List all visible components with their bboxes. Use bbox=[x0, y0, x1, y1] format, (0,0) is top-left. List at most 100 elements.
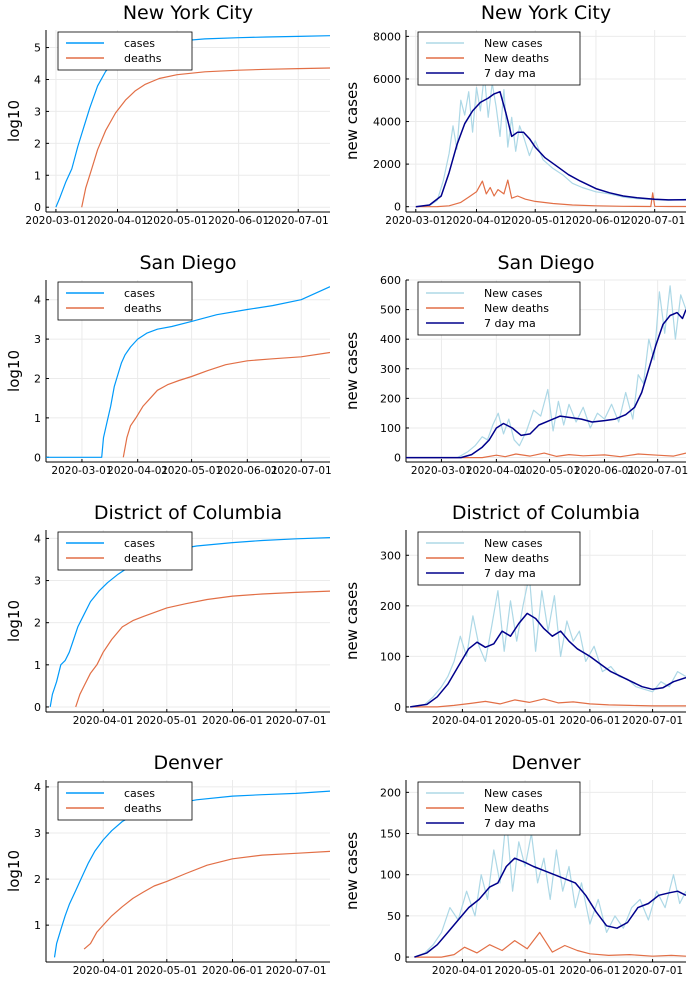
x-tick-label: 2020-07-01 bbox=[266, 715, 327, 727]
legend-entry: cases bbox=[124, 537, 155, 550]
x-tick-label: 2020-03-01 bbox=[51, 465, 112, 477]
series-line-7-day-ma bbox=[406, 309, 686, 459]
y-tick-label: 100 bbox=[380, 422, 401, 435]
y-tick-label: 150 bbox=[380, 828, 401, 841]
series-line-new-cases bbox=[414, 816, 686, 958]
y-tick-label: 300 bbox=[380, 363, 401, 376]
y-tick-label: 0 bbox=[394, 951, 401, 964]
y-tick-label: 2000 bbox=[373, 158, 401, 171]
y-axis-label: new cases bbox=[343, 582, 361, 660]
x-tick-label: 2020-05-01 bbox=[161, 465, 222, 477]
y-tick-label: 4000 bbox=[373, 116, 401, 129]
chart-title: New York City bbox=[481, 2, 611, 24]
y-tick-label: 4 bbox=[34, 532, 41, 545]
x-tick-label: 2020-06-01 bbox=[574, 465, 635, 477]
chart-title: District of Columbia bbox=[452, 502, 640, 524]
y-tick-label: 0 bbox=[394, 701, 401, 714]
legend-entry: deaths bbox=[124, 802, 162, 815]
y-tick-label: 1 bbox=[34, 412, 41, 425]
x-tick-label: 2020-05-01 bbox=[136, 965, 197, 977]
x-tick-label: 2020-04-01 bbox=[432, 965, 493, 977]
y-tick-label: 100 bbox=[380, 650, 401, 663]
x-tick-label: 2020-04-01 bbox=[466, 465, 527, 477]
series-line-7-day-ma bbox=[414, 857, 686, 958]
x-tick-label: 2020-06-01 bbox=[565, 215, 626, 227]
subplot-4: 2020-03-012020-04-012020-05-012020-06-01… bbox=[343, 252, 688, 477]
y-axis-label: log10 bbox=[5, 350, 23, 392]
legend-box bbox=[57, 781, 193, 821]
y-tick-label: 2 bbox=[34, 873, 41, 886]
y-tick-label: 3 bbox=[34, 827, 41, 840]
x-tick-label: 2020-05-01 bbox=[495, 715, 556, 727]
subplot-8: 2020-04-01 2020-05-01 2020-06-01 2020-07-01… bbox=[343, 752, 686, 977]
y-tick-label: 0 bbox=[394, 452, 401, 465]
y-axis-label: log10 bbox=[5, 850, 23, 892]
x-tick-label: 2020-05-01 bbox=[495, 965, 556, 977]
y-tick-label: 3 bbox=[34, 575, 41, 588]
series-line-cases bbox=[46, 286, 330, 458]
subplot-7: 2020-04-01 2020-05-01 2020-06-01 2020-07-01… bbox=[5, 752, 330, 977]
legend-entry: 7 day ma bbox=[484, 317, 536, 330]
legend-box bbox=[57, 281, 193, 321]
y-tick-label: 200 bbox=[380, 392, 401, 405]
y-tick-label: 0 bbox=[34, 201, 41, 214]
x-tick-label: 2020-05-01 bbox=[505, 215, 566, 227]
x-tick-label: 2020-06-01 bbox=[559, 715, 620, 727]
y-tick-label: 2 bbox=[34, 137, 41, 150]
y-axis-label: new cases bbox=[343, 832, 361, 910]
legend-entry: New cases bbox=[484, 37, 543, 50]
x-tick-label: 2020-05-01 bbox=[147, 215, 208, 227]
x-tick-label: 2020-07-01 bbox=[627, 465, 688, 477]
subplot-6: 2020-04-01 2020-05-01 2020-06-01 2020-07-01… bbox=[343, 502, 686, 727]
y-tick-label: 1 bbox=[34, 169, 41, 182]
y-tick-label: 2 bbox=[34, 372, 41, 385]
series-line-new-deaths bbox=[410, 698, 686, 708]
series-line-cases bbox=[49, 537, 330, 708]
legend-box bbox=[57, 531, 193, 571]
x-tick-label: 2020-06-01 bbox=[559, 965, 620, 977]
legend-box bbox=[57, 31, 193, 71]
x-tick-label: 2020-06-01 bbox=[202, 715, 263, 727]
y-tick-label: 100 bbox=[380, 869, 401, 882]
x-tick-label: 2020-03-01 bbox=[25, 215, 86, 227]
y-tick-label: 0 bbox=[34, 701, 41, 714]
y-tick-label: 600 bbox=[380, 274, 401, 287]
legend-entry: 7 day ma bbox=[484, 67, 536, 80]
series-line-deaths bbox=[83, 850, 330, 950]
chart-title: New York City bbox=[123, 2, 253, 24]
legend: cases deaths bbox=[57, 31, 193, 71]
y-tick-label: 4 bbox=[34, 73, 41, 86]
y-axis-label: log10 bbox=[5, 600, 23, 642]
series-line-7-day-ma bbox=[410, 612, 686, 708]
legend-entry: New cases bbox=[484, 787, 543, 800]
subplot-3: 2020-03-012020-04-012020-05-012020-06-01… bbox=[5, 252, 332, 477]
x-tick-label: 2020-04-01 bbox=[446, 215, 507, 227]
legend-entry: 7 day ma bbox=[484, 817, 536, 830]
legend: cases deaths bbox=[57, 281, 193, 321]
y-axis-label: log10 bbox=[5, 100, 23, 142]
legend: New cases New deaths 7 day ma bbox=[417, 31, 581, 86]
y-tick-label: 2 bbox=[34, 617, 41, 630]
legend-entry: 7 day ma bbox=[484, 567, 536, 580]
legend-entry: cases bbox=[124, 287, 155, 300]
chart-title: Denver bbox=[511, 752, 580, 774]
x-tick-label: 2020-05-01 bbox=[136, 715, 197, 727]
legend-entry: deaths bbox=[124, 552, 162, 565]
y-axis-label: new cases bbox=[343, 332, 361, 410]
legend: cases deaths bbox=[57, 781, 193, 821]
y-tick-label: 0 bbox=[34, 451, 41, 464]
legend-entry: deaths bbox=[124, 302, 162, 315]
legend-entry: New deaths bbox=[484, 552, 549, 565]
y-tick-label: 1 bbox=[34, 919, 41, 932]
y-tick-label: 300 bbox=[380, 549, 401, 562]
x-tick-label: 2020-04-01 bbox=[87, 215, 148, 227]
x-tick-label: 2020-07-01 bbox=[268, 215, 329, 227]
series-line-deaths bbox=[81, 67, 330, 208]
y-axis-label: new cases bbox=[343, 82, 361, 160]
x-tick-label: 2020-03-01 bbox=[411, 465, 472, 477]
legend-entry: New deaths bbox=[484, 52, 549, 65]
y-tick-label: 0 bbox=[394, 201, 401, 214]
y-tick-label: 8000 bbox=[373, 30, 401, 43]
